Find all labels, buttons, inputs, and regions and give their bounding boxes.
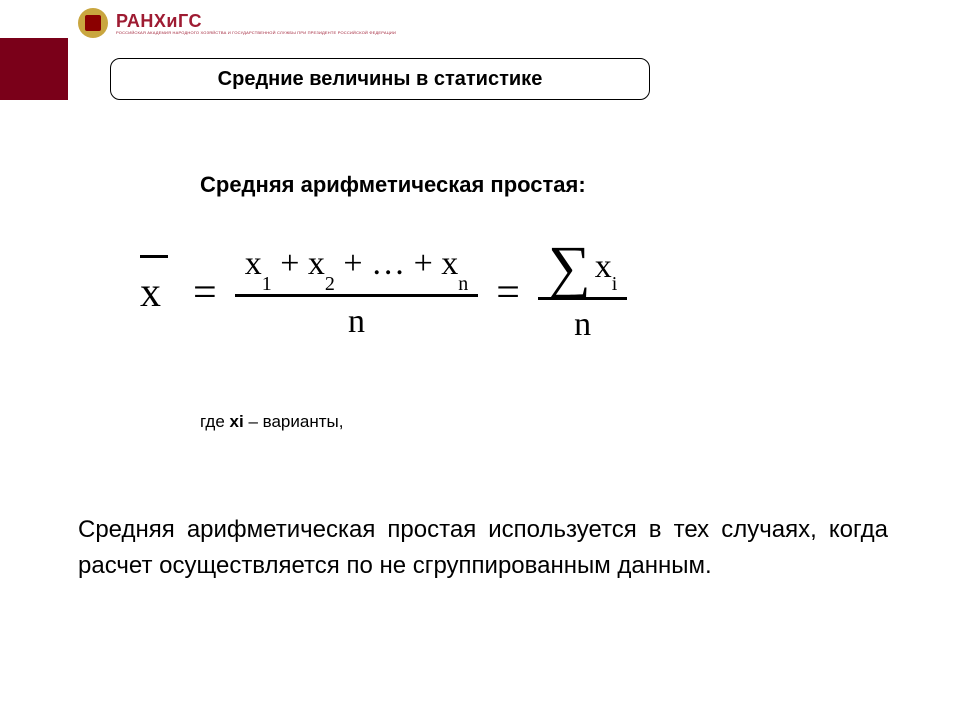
plus: +	[343, 245, 371, 282]
term-x1: x	[245, 245, 262, 282]
plus: +	[280, 245, 308, 282]
formula: x = x1 + x2 + … + xn n = ∑xi n	[130, 228, 760, 358]
where-suffix: – варианты,	[244, 412, 344, 431]
logo: РАНХиГС РОССИЙСКАЯ АКАДЕМИЯ НАРОДНОГО ХО…	[78, 8, 396, 38]
logo-text: РАНХиГС РОССИЙСКАЯ АКАДЕМИЯ НАРОДНОГО ХО…	[116, 12, 396, 35]
where-prefix: где	[200, 412, 230, 431]
fraction-1: x1 + x2 + … + xn n	[235, 245, 479, 341]
term-x2: x	[308, 245, 325, 282]
term-dots: …	[371, 245, 405, 282]
equals-1: =	[193, 269, 217, 317]
subtitle: Средняя арифметическая простая:	[200, 172, 586, 198]
slide-title: Средние величины в статистике	[218, 68, 543, 91]
sigma-sub: i	[612, 273, 618, 295]
term-xn: x	[441, 245, 458, 282]
body-text: Средняя арифметическая простая используе…	[78, 512, 888, 584]
numerator-1: x1 + x2 + … + xn	[235, 245, 479, 297]
logo-emblem-icon	[78, 8, 108, 38]
plus: +	[414, 245, 442, 282]
logo-main: РАНХиГС	[116, 12, 396, 30]
accent-bar	[0, 38, 68, 100]
formula-xbar: x	[140, 269, 161, 317]
sigma-x: x	[595, 248, 612, 286]
sub-2: 2	[325, 273, 335, 295]
slide-title-box: Средние величины в статистике	[110, 58, 650, 100]
equals-2: =	[496, 269, 520, 317]
denominator-2: n	[574, 300, 591, 344]
logo-sub: РОССИЙСКАЯ АКАДЕМИЯ НАРОДНОГО ХОЗЯЙСТВА …	[116, 31, 396, 35]
where-line: где xi – варианты,	[200, 412, 343, 432]
sub-1: 1	[262, 273, 272, 295]
where-var: xi	[230, 412, 244, 431]
numerator-2: ∑xi	[538, 243, 627, 300]
sigma-icon: ∑	[548, 243, 591, 291]
sub-n: n	[458, 273, 468, 295]
denominator-1: n	[348, 297, 365, 341]
fraction-2: ∑xi n	[538, 243, 627, 344]
